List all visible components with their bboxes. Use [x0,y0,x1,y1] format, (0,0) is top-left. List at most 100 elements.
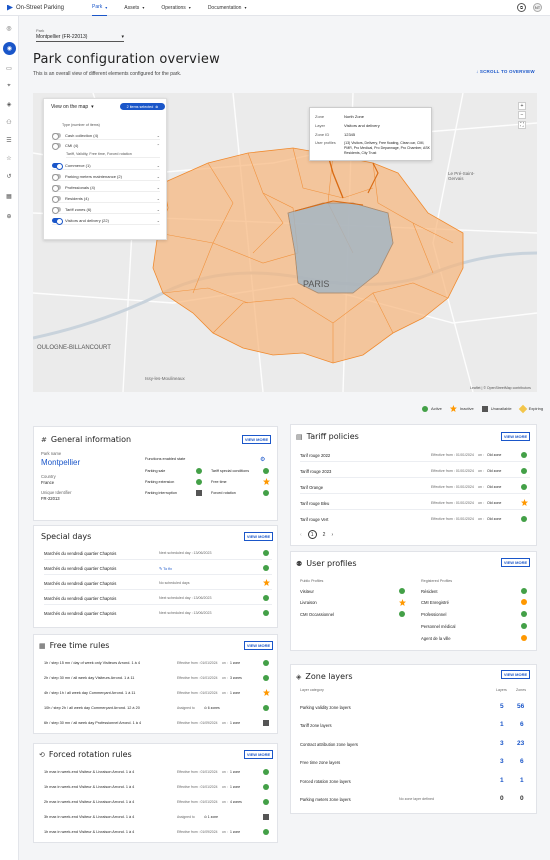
layer-row-commerce[interactable]: Commerce (1) ⌄ [52,162,160,170]
rule-effective: Assigned to [177,815,195,819]
document-icon: ▤ [296,432,303,441]
view-more-button[interactable]: VIEW MORE [244,532,273,541]
panel-title[interactable]: View on the map ▾ [51,104,94,110]
sidebar-pin-icon[interactable]: ⌖ [7,82,11,89]
rule-zones[interactable]: ⊙ 6 zones [204,706,220,710]
avatar[interactable]: NT [533,3,542,12]
nav-assets[interactable]: Assets ▾ [124,0,144,16]
special-day-info[interactable]: ✎ To fix [159,566,172,571]
layer-toggle[interactable] [52,185,61,192]
scroll-to-overview-button[interactable]: ↓ SCROLL TO OVERVIEW [476,69,535,74]
status-active-icon [263,660,269,666]
tariff-name: Tarif rouge 2022 [300,453,331,458]
user-profiles-card: ⚉ User profiles VIEW MORE Public Profiles… [290,551,537,651]
sidebar-users-icon[interactable]: ⚇ [6,119,12,126]
zone-count[interactable]: 56 [517,703,525,710]
page-2-button[interactable]: 2 [322,531,326,538]
nav-park[interactable]: Park ▾ [92,0,108,16]
sidebar-report-icon[interactable]: ▦ [6,193,12,200]
sidebar-chat-icon[interactable]: ▭ [6,65,12,72]
status-active-icon [521,611,527,617]
status-active-icon [263,610,269,616]
layer-category: Contract attribution zone layers [300,742,358,747]
view-more-button[interactable]: VIEW MORE [501,432,530,441]
layer-toggle[interactable] [52,174,61,181]
tariff-zone: Old zone [487,501,502,505]
status-active-icon [399,588,405,594]
nav-assets-label: Assets [124,4,140,11]
status-active-icon [263,490,269,496]
view-more-button[interactable]: VIEW MORE [501,670,530,679]
layer-toggle[interactable] [52,207,61,214]
layer-count[interactable]: 3 [500,758,504,765]
app-logo[interactable]: On-Street Parking [7,4,92,11]
layer-label: Commerce (1) [65,163,91,168]
layer-row-tariff-zones[interactable]: Tariff zones (6) ⌄ [52,206,160,214]
status-active-icon [263,829,269,835]
sidebar-layers-icon[interactable]: ◈ [6,101,12,108]
layer-count[interactable]: 5 [500,703,504,710]
card-title: Tariff policies [306,432,359,441]
sidebar-eye-icon[interactable]: ◉ [3,42,16,55]
settings-icon[interactable]: ⚙ [260,457,266,463]
zone-count[interactable]: 6 [520,758,524,765]
layer-row-parking-meters[interactable]: Parking meters maintenance (2) ⌄ [52,173,160,181]
zoom-out-button[interactable]: − [518,111,526,119]
nav-documentation[interactable]: Documentation ▾ [208,0,247,16]
users-icon: ⚉ [296,559,303,568]
sidebar-target-icon[interactable]: ◎ [6,25,12,32]
view-more-button[interactable]: VIEW MORE [244,750,273,759]
zone-count[interactable]: 23 [517,740,525,747]
zoom-in-button[interactable]: + [518,102,526,110]
zone-count[interactable]: 6 [520,721,524,728]
layer-toggle[interactable] [52,196,61,203]
special-day-name: Marchés du vendredi quartier Chaprois [44,566,117,571]
nav-operations[interactable]: Operations ▾ [161,0,190,16]
public-profile: CMI Occassionnel [300,612,334,617]
view-more-button[interactable]: VIEW MORE [244,641,273,650]
selected-badge[interactable]: 2 items selected ⊗ [120,103,165,110]
rule-name: 1h max in week-end Visiteur & Livraison … [44,770,135,774]
special-day-info: Next scheduled day : 13/06/2023 [159,596,212,600]
rule-zones[interactable]: ⊙ 1 zone [204,815,218,819]
view-more-button[interactable]: VIEW MORE [242,435,271,444]
tariff-name: Tarif rouge Vert [300,517,329,522]
park-select[interactable]: Montpellier (FR-22013) ▾ [36,33,124,42]
layer-row-cash-collection[interactable]: Cash collection (4) ⌄ [52,132,160,140]
registered-profiles-label: Registered Profiles [421,579,453,583]
sidebar-star-icon[interactable]: ☆ [6,155,12,162]
chevron-left-icon[interactable]: ‹ [300,531,302,538]
layer-row-visitors-delivery[interactable]: Visitors and delivery (22) ⌄ [52,217,160,225]
sidebar-list-icon[interactable]: ☰ [6,137,12,144]
layer-count[interactable]: 1 [500,721,504,728]
rule-effective: Effective from : 01/01/2024 [177,661,218,665]
fullscreen-button[interactable]: ⛶ [518,121,526,129]
zone-count[interactable]: 1 [520,777,524,784]
layer-label: CMI (4) [65,142,79,148]
layer-row-professionals[interactable]: Professionals (4) ⌄ [52,184,160,192]
tariff-zone: Old zone [487,469,502,473]
chevron-right-icon[interactable]: › [331,531,334,538]
sidebar-history-icon[interactable]: ↺ [6,173,12,180]
map[interactable]: PARIS OULOGNE-BILLANCOURT Issy-les-Mouli… [33,93,537,392]
chevron-down-icon: ⌄ [156,174,160,179]
country-value: France [41,480,55,485]
layer-toggle[interactable] [52,133,61,140]
layer-toggle[interactable] [52,163,63,170]
layer-count[interactable]: 3 [500,740,504,747]
rule-name: 4h / step 1h / all week day Commerçant A… [44,691,136,695]
type-hint: Type (number of items) [62,123,100,127]
status-unavailable-icon [196,490,202,496]
view-more-button[interactable]: VIEW MORE [501,558,530,567]
apps-icon[interactable]: ⧉ [517,3,526,12]
layer-count[interactable]: 1 [500,777,504,784]
layer-toggle[interactable] [52,142,61,150]
sidebar-add-icon[interactable]: ⊕ [6,213,12,220]
layer-toggle[interactable] [52,218,63,225]
map-label-boulogne: OULOGNE-BILLANCOURT [37,345,111,351]
layer-label: Residents (4) [65,196,89,201]
status-active-icon [263,784,269,790]
page-1-button[interactable]: 1 [307,530,317,539]
layer-row-residents[interactable]: Residents (4) ⌄ [52,195,160,203]
layer-row-cmi[interactable]: CMI (4) ⌃ [52,141,160,150]
